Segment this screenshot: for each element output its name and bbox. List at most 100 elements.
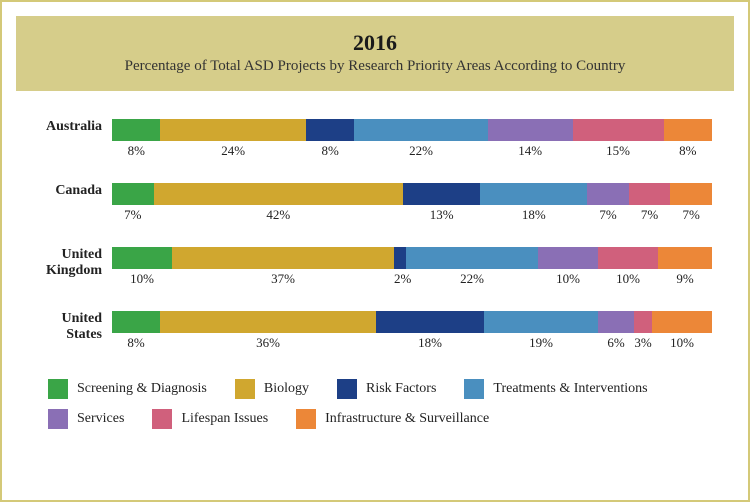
value-label: 10% [598, 271, 658, 287]
bar-segment [112, 119, 160, 141]
value-labels: 10%37%2%22%10%10%9% [112, 271, 712, 287]
legend-item: Biology [235, 379, 309, 399]
value-label: 18% [376, 335, 484, 351]
bar-row: United States8%36%18%19%6%3%10% [26, 311, 712, 351]
legend-swatch [337, 379, 357, 399]
stacked-bar [112, 119, 712, 141]
value-label: 9% [658, 271, 712, 287]
bar-segment [573, 119, 664, 141]
value-label: 10% [538, 271, 598, 287]
row-label: United States [26, 311, 112, 343]
bar-segment [538, 247, 598, 269]
bar-wrap: 8%24%8%22%14%15%8% [112, 119, 712, 159]
value-label: 10% [652, 335, 712, 351]
legend-swatch [296, 409, 316, 429]
bar-segment [652, 311, 712, 333]
value-label: 22% [354, 143, 487, 159]
bar-segment [112, 183, 154, 205]
legend-label: Biology [264, 381, 309, 397]
bar-segment [354, 119, 487, 141]
legend-swatch [152, 409, 172, 429]
legend-label: Lifespan Issues [181, 411, 268, 427]
stacked-bar [112, 183, 712, 205]
stacked-bar [112, 247, 712, 269]
bar-wrap: 8%36%18%19%6%3%10% [112, 311, 712, 351]
value-label: 19% [484, 335, 598, 351]
bar-segment [587, 183, 629, 205]
legend-item: Risk Factors [337, 379, 436, 399]
legend-item: Services [48, 409, 124, 429]
value-label: 3% [634, 335, 652, 351]
bar-row: Canada7%42%13%18%7%7%7% [26, 183, 712, 223]
chart-header: 2016 Percentage of Total ASD Projects by… [16, 16, 734, 91]
bar-row: Australia8%24%8%22%14%15%8% [26, 119, 712, 159]
legend-swatch [464, 379, 484, 399]
value-label: 13% [403, 207, 480, 223]
bar-segment [598, 247, 658, 269]
value-label: 6% [598, 335, 634, 351]
bar-segment [406, 247, 538, 269]
value-label: 2% [394, 271, 406, 287]
value-label: 37% [172, 271, 394, 287]
bar-segment [306, 119, 354, 141]
legend: Screening & Diagnosis Biology Risk Factors… [16, 375, 734, 429]
bar-segment [670, 183, 712, 205]
chart-year: 2016 [26, 30, 724, 56]
legend-swatch [48, 409, 68, 429]
value-label: 8% [112, 143, 160, 159]
bar-segment [664, 119, 712, 141]
value-labels: 7%42%13%18%7%7%7% [112, 207, 712, 223]
bar-segment [634, 311, 652, 333]
legend-label: Services [77, 411, 124, 427]
value-label: 24% [160, 143, 305, 159]
bar-segment [629, 183, 671, 205]
legend-item: Screening & Diagnosis [48, 379, 207, 399]
row-label: United Kingdom [26, 247, 112, 279]
legend-label: Risk Factors [366, 381, 436, 397]
bar-segment [172, 247, 394, 269]
bar-segment [658, 247, 712, 269]
value-label: 7% [629, 207, 671, 223]
value-label: 7% [670, 207, 712, 223]
value-label: 8% [306, 143, 354, 159]
legend-label: Treatments & Interventions [493, 381, 647, 397]
value-label: 22% [406, 271, 538, 287]
bar-wrap: 7%42%13%18%7%7%7% [112, 183, 712, 223]
bar-segment [376, 311, 484, 333]
bar-segment [484, 311, 598, 333]
bar-segment [112, 311, 160, 333]
row-label: Canada [26, 183, 112, 199]
legend-swatch [235, 379, 255, 399]
bar-segment [403, 183, 480, 205]
value-label: 7% [587, 207, 629, 223]
value-label: 18% [480, 207, 587, 223]
value-label: 42% [154, 207, 404, 223]
bar-segment [160, 119, 305, 141]
bar-segment [598, 311, 634, 333]
legend-label: Screening & Diagnosis [77, 381, 207, 397]
stacked-bar [112, 311, 712, 333]
value-label: 36% [160, 335, 376, 351]
value-labels: 8%24%8%22%14%15%8% [112, 143, 712, 159]
bar-segment [480, 183, 587, 205]
row-label: Australia [26, 119, 112, 135]
value-label: 10% [112, 271, 172, 287]
bar-segment [154, 183, 404, 205]
legend-item: Lifespan Issues [152, 409, 268, 429]
bar-segment [112, 247, 172, 269]
chart-subtitle: Percentage of Total ASD Projects by Rese… [26, 58, 724, 75]
value-label: 7% [112, 207, 154, 223]
legend-label: Infrastructure & Surveillance [325, 411, 489, 427]
legend-item: Treatments & Interventions [464, 379, 647, 399]
value-label: 8% [112, 335, 160, 351]
bar-row: United Kingdom10%37%2%22%10%10%9% [26, 247, 712, 287]
bar-wrap: 10%37%2%22%10%10%9% [112, 247, 712, 287]
bar-segment [488, 119, 573, 141]
legend-item: Infrastructure & Surveillance [296, 409, 489, 429]
stacked-bar-chart: Australia8%24%8%22%14%15%8%Canada7%42%13… [16, 119, 734, 351]
legend-swatch [48, 379, 68, 399]
bar-segment [394, 247, 406, 269]
value-label: 14% [488, 143, 573, 159]
value-label: 8% [664, 143, 712, 159]
bar-segment [160, 311, 376, 333]
